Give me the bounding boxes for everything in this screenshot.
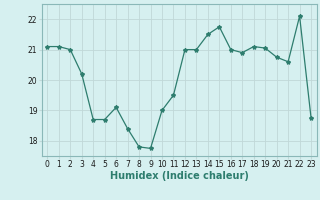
X-axis label: Humidex (Indice chaleur): Humidex (Indice chaleur)	[110, 171, 249, 181]
